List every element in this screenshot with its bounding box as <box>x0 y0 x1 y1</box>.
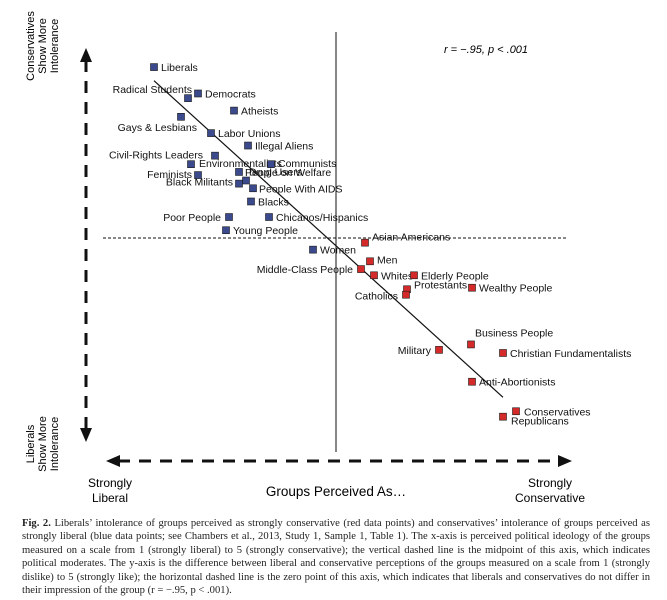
plot-area: Liberals Radical Students Democrats Atheist… <box>103 32 631 452</box>
point-label: Women <box>320 245 356 257</box>
data-point-liberal-6 <box>244 141 252 150</box>
scatter-chart: Conservatives Show More Intolerance Libe… <box>25 11 631 505</box>
y-bottom-label-line-3: Intolerance <box>49 417 61 471</box>
caption-label: Fig. 2. <box>22 518 51 529</box>
point-label: Christian Fundamentalists <box>510 348 631 360</box>
data-point-conservative-9 <box>435 346 443 354</box>
data-point-liberal-5 <box>207 129 215 137</box>
data-point-conservative-8 <box>467 340 475 349</box>
point-label: People With AIDS <box>259 183 342 195</box>
data-point-liberal-17 <box>265 213 273 221</box>
data-point-liberal-13 <box>235 179 243 188</box>
data-point-conservative-2 <box>357 265 365 273</box>
data-point-liberal-14 <box>249 184 257 193</box>
data-point-liberal-3 <box>230 106 238 115</box>
x-axis-title: Groups Perceived As… <box>266 484 406 499</box>
y-bottom-label-line-2: Show More <box>37 416 49 472</box>
point-label: Illegal Aliens <box>255 141 313 153</box>
y-bottom-label-line-1: Liberals <box>25 424 37 463</box>
point-label: Chicanos/Hispanics <box>276 212 368 224</box>
point-label: Middle-Class People <box>257 264 353 276</box>
data-point-conservative-1 <box>366 257 374 266</box>
point-label: Labor Unions <box>218 128 280 140</box>
data-point-liberal-0 <box>150 63 158 71</box>
point-label: Young People <box>233 225 298 237</box>
point-label: Democrats <box>205 88 256 100</box>
point-label: Wealthy People <box>479 283 553 295</box>
y-bottom-label: Liberals Show More Intolerance <box>25 416 61 472</box>
data-point-liberal-19 <box>309 245 317 254</box>
point-label: Gays & Lesbians <box>118 122 197 134</box>
point-label: Feminists <box>147 169 192 181</box>
stat-annotation: r = −.95, p < .001 <box>444 44 528 56</box>
point-label: Business People <box>475 327 553 339</box>
x-axis-arrowhead-left <box>106 455 120 467</box>
data-point-conservative-10 <box>499 349 507 357</box>
data-point-liberal-16 <box>225 213 233 221</box>
data-point-liberal-2 <box>194 89 202 98</box>
data-point-conservative-0 <box>361 238 369 247</box>
data-point-conservative-6 <box>468 283 476 292</box>
data-point-liberal-7 <box>211 151 219 160</box>
point-label: Drug Users <box>249 167 302 179</box>
data-point-liberal-8 <box>187 160 195 168</box>
point-label: Anti-Abortionists <box>479 377 555 389</box>
data-point-conservative-13 <box>499 412 507 421</box>
data-point-liberal-15 <box>247 197 255 206</box>
data-point-conservative-11 <box>468 377 476 386</box>
y-axis-arrowhead-bottom <box>80 428 92 442</box>
point-label: Atheists <box>241 106 278 118</box>
point-label: Elderly People <box>421 270 489 282</box>
data-point-liberal-4 <box>177 113 185 121</box>
data-point-conservative-7 <box>402 290 410 299</box>
x-right-label-line-2: Conservative <box>515 491 585 505</box>
data-point-liberal-1 <box>184 94 192 102</box>
data-point-conservative-12 <box>512 407 520 416</box>
caption-text: Liberals’ intolerance of groups perceive… <box>22 518 650 597</box>
point-label: Poor People <box>163 212 221 224</box>
x-left-label-line-2: Liberal <box>92 491 128 505</box>
data-point-conservative-4 <box>410 271 418 280</box>
x-right-label-line-1: Strongly <box>528 476 572 490</box>
data-point-liberal-18 <box>222 226 230 235</box>
point-label: Catholics <box>355 291 398 303</box>
y-top-label-line-1: Conservatives <box>25 11 37 81</box>
data-point-conservative-3 <box>370 271 378 280</box>
figure-caption: Fig. 2. Liberals’ intolerance of groups … <box>22 517 650 597</box>
point-label: Conservatives <box>524 406 591 418</box>
data-point-liberal-11 <box>235 168 243 176</box>
point-label: Blacks <box>258 196 289 208</box>
point-label: Black Militants <box>166 177 233 189</box>
point-label: Protestants <box>414 279 467 291</box>
point-label: People on Welfare <box>245 167 331 179</box>
point-label: Liberals <box>161 62 198 74</box>
x-left-label-line-1: Strongly <box>88 476 132 490</box>
point-label: Republicans <box>511 416 569 428</box>
point-label: Men <box>377 254 398 266</box>
data-point-liberal-10 <box>194 171 202 179</box>
point-label: Radical Students <box>113 84 192 96</box>
point-label: Military <box>398 345 432 357</box>
point-label: Asian Americans <box>372 232 450 244</box>
y-top-label-line-3: Intolerance <box>49 19 61 73</box>
point-label: Whites <box>381 270 413 282</box>
y-top-label-line-2: Show More <box>37 18 49 74</box>
y-axis-arrowhead-top <box>80 48 92 62</box>
data-point-liberal-9 <box>267 160 275 168</box>
point-label: Environmentalists <box>199 158 282 170</box>
point-label: Civil-Rights Leaders <box>109 150 203 162</box>
y-top-label: Conservatives Show More Intolerance <box>25 11 61 81</box>
point-label: Communists <box>278 158 336 170</box>
x-axis-arrowhead-right <box>558 455 572 467</box>
trend-line <box>153 80 504 398</box>
